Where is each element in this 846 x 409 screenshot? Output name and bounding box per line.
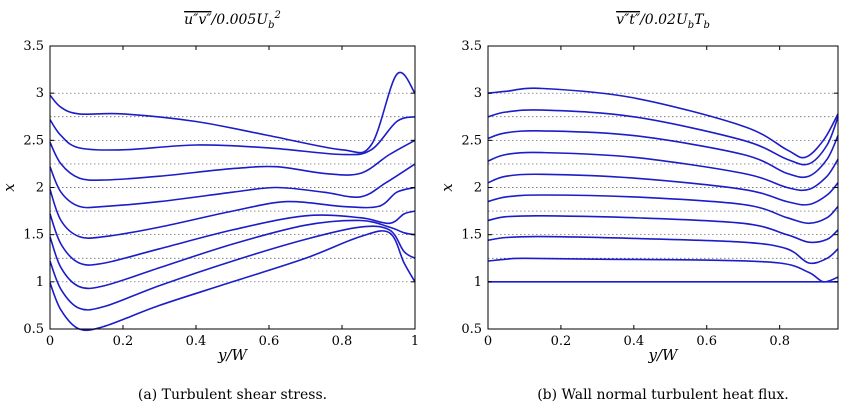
caption-b: (b) Wall normal turbulent heat flux.: [537, 387, 789, 403]
y-tick-label: 2: [474, 181, 482, 196]
series-line-2: [488, 258, 838, 282]
series-line-6: [488, 174, 838, 205]
series-line-4: [50, 211, 415, 265]
series-line-9: [50, 72, 415, 152]
caption-a: (a) Turbulent shear stress.: [138, 387, 327, 403]
y-tick-label: 3.5: [461, 39, 482, 54]
series-line-9: [488, 110, 838, 165]
series-line-8: [50, 117, 415, 155]
x-tick-label: 0.8: [332, 334, 353, 349]
plot-frame-a: [50, 46, 415, 329]
y-tick-label: 2.5: [23, 133, 44, 148]
series-line-6: [50, 164, 415, 208]
series-line-1: [50, 231, 415, 330]
series-group-b: [488, 88, 838, 282]
chart-title-a: u″v″/0.005Ub2: [184, 10, 281, 31]
chart-panel-b: v″t″/0.02UbTb 0 0.2 0.4 0.6 0.8 0.5 1 1.5 2 2.5 3…: [438, 12, 838, 403]
y-axis-label-a: x: [0, 183, 18, 192]
grid-lines-a: [50, 93, 415, 282]
y-tick-label: 1: [474, 275, 482, 290]
chart-panel-a: u″v″/0.005Ub2 0 0.2 0.4 0.6 0.8 1 0.5 1 1.5 2 2.5…: [0, 10, 419, 403]
x-ticks-a: 0 0.2 0.4 0.6 0.8 1: [46, 46, 419, 349]
x-tick-label: 0.2: [551, 334, 572, 349]
x-tick-label: 0.2: [113, 334, 134, 349]
y-tick-label: 2.5: [461, 133, 482, 148]
series-group-a: [50, 72, 415, 330]
x-tick-label: 0: [484, 334, 492, 349]
y-tick-label: 0.5: [23, 322, 44, 337]
y-tick-label: 1.5: [23, 228, 44, 243]
x-tick-label: 0.6: [259, 334, 280, 349]
y-tick-label: 3.5: [23, 39, 44, 54]
y-tick-label: 3: [474, 86, 482, 101]
y-tick-label: 1: [36, 275, 44, 290]
x-tick-label: 0.8: [769, 334, 790, 349]
y-axis-label-b: x: [438, 183, 456, 192]
x-tick-label: 0.4: [623, 334, 644, 349]
x-tick-label: 1: [411, 334, 419, 349]
chart-title-b: v″t″/0.02UbTb: [616, 12, 710, 31]
y-tick-label: 3: [36, 86, 44, 101]
y-tick-label: 0.5: [461, 322, 482, 337]
y-tick-label: 2: [36, 181, 44, 196]
x-tick-label: 0.4: [186, 334, 207, 349]
y-tick-label: 1.5: [461, 228, 482, 243]
y-ticks-b: 0.5 1 1.5 2 2.5 3 3.5: [461, 39, 838, 337]
series-line-8: [488, 131, 838, 178]
y-ticks-a: 0.5 1 1.5 2 2.5 3 3.5: [23, 39, 415, 337]
x-tick-label: 0.6: [696, 334, 717, 349]
x-axis-label-a: y/W: [217, 346, 249, 364]
series-line-10: [488, 88, 838, 157]
x-axis-label-b: y/W: [648, 346, 680, 364]
series-line-2: [50, 226, 415, 310]
x-tick-label: 0: [46, 334, 54, 349]
series-line-4: [488, 216, 838, 243]
